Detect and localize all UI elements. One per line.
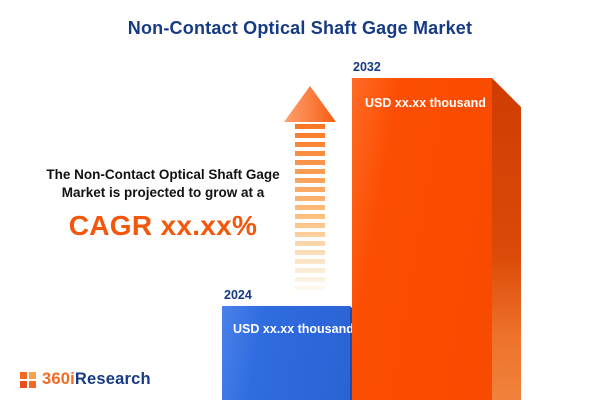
logo-square xyxy=(20,371,27,379)
cagr-value: CAGR xx.xx% xyxy=(68,210,258,242)
logo-text: 360iResearch xyxy=(42,370,151,389)
logo-text-prefix: 360i xyxy=(42,370,75,388)
bar-2024-value-label: USD xx.xx thousand xyxy=(233,322,354,336)
logo-square xyxy=(29,380,36,388)
logo: 360iResearch xyxy=(20,370,151,389)
growth-arrow-icon xyxy=(284,86,336,290)
bar-2024-year-label: 2024 xyxy=(224,288,252,302)
growth-note-line2: Market is projected to grow at a xyxy=(61,185,265,201)
bar-2032 xyxy=(352,78,492,400)
arrow-head-icon xyxy=(284,86,336,122)
growth-note: The Non-Contact Optical Shaft Gage Marke… xyxy=(8,166,318,242)
bar-2032-year-label: 2032 xyxy=(353,60,381,74)
page-title: Non-Contact Optical Shaft Gage Market xyxy=(127,18,473,38)
logo-square xyxy=(29,371,36,379)
logo-square xyxy=(20,380,27,388)
growth-note-line1: The Non-Contact Optical Shaft Gage xyxy=(46,167,280,182)
logo-text-suffix: Research xyxy=(74,370,151,388)
bar-2032-value-label: USD xx.xx thousand xyxy=(365,96,486,110)
bar-2032-side-face xyxy=(492,78,521,400)
bar-2024 xyxy=(222,306,350,400)
arrow-shaft-stripes xyxy=(295,124,325,290)
logo-mark-icon xyxy=(20,371,36,388)
